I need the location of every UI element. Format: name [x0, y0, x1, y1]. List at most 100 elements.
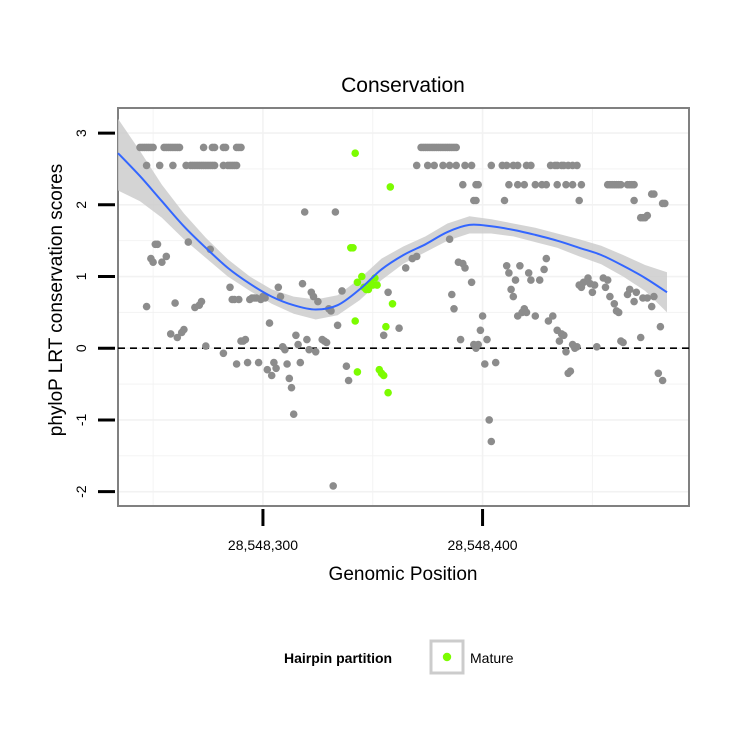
point-other — [197, 297, 206, 306]
point-other — [483, 335, 491, 344]
point-other — [283, 360, 291, 368]
point-other — [461, 264, 469, 272]
point-other — [502, 161, 511, 170]
point-other — [199, 143, 208, 152]
point-other — [461, 161, 469, 170]
point-other — [531, 180, 540, 189]
point-other — [219, 349, 228, 358]
y-tick-label: 3 — [73, 129, 89, 137]
point-mature — [388, 300, 397, 308]
point-mature — [358, 272, 366, 281]
point-other — [527, 276, 535, 284]
point-other — [661, 199, 669, 208]
point-other — [511, 276, 520, 284]
point-other — [485, 416, 494, 424]
point-other — [630, 196, 638, 205]
y-axis-ticks: -2 -1 0 1 2 3 — [73, 129, 115, 498]
point-other — [590, 281, 599, 289]
point-other — [254, 358, 263, 367]
point-other — [456, 335, 465, 344]
point-other — [184, 238, 193, 246]
point-other — [487, 437, 496, 446]
point-other — [169, 161, 177, 170]
point-other — [439, 161, 447, 170]
point-other — [210, 161, 219, 170]
point-other — [658, 376, 667, 385]
y-tick-label: 2 — [73, 201, 89, 209]
point-other — [314, 297, 322, 306]
legend-key-mature-point — [442, 652, 452, 662]
point-other — [619, 338, 627, 347]
point-other — [153, 240, 162, 249]
point-other — [309, 292, 318, 301]
point-mature — [379, 371, 388, 380]
point-other — [542, 180, 551, 189]
point-other — [445, 161, 454, 170]
point-other — [527, 161, 535, 170]
point-other — [474, 180, 483, 189]
point-other — [281, 345, 289, 354]
point-other — [650, 292, 658, 301]
point-other — [142, 161, 151, 170]
point-other — [289, 410, 298, 419]
point-other — [535, 276, 544, 284]
point-other — [173, 333, 182, 342]
y-tick-label: 0 — [73, 344, 89, 352]
point-other — [166, 330, 175, 338]
point-other — [513, 161, 522, 170]
legend: Hairpin partition Mature — [284, 639, 514, 675]
point-other — [149, 143, 157, 152]
point-other — [516, 262, 524, 270]
point-other — [287, 383, 296, 392]
point-other — [505, 269, 513, 277]
x-axis-label: Genomic Position — [329, 564, 478, 585]
point-mature — [384, 388, 392, 397]
point-other — [303, 335, 311, 344]
point-other — [267, 371, 276, 380]
legend-entry-mature: Mature — [470, 650, 514, 666]
point-other — [544, 317, 553, 325]
point-other — [274, 283, 283, 292]
point-other — [272, 364, 280, 373]
point-other — [412, 161, 421, 170]
point-other — [520, 180, 529, 189]
point-other — [500, 196, 509, 205]
point-other — [625, 285, 634, 294]
point-other — [575, 196, 583, 205]
smooth-line — [117, 152, 668, 311]
point-other — [305, 345, 313, 354]
point-other — [296, 358, 305, 367]
point-other — [226, 283, 234, 292]
point-other — [294, 340, 302, 349]
point-other — [654, 369, 663, 378]
point-other — [158, 258, 166, 267]
point-other — [459, 180, 467, 189]
point-other — [566, 367, 575, 376]
point-other — [647, 302, 656, 311]
point-other — [509, 292, 518, 301]
point-mature — [386, 183, 395, 191]
point-other — [549, 312, 557, 320]
point-mature — [351, 149, 360, 157]
point-other — [573, 343, 581, 351]
point-other — [542, 254, 551, 263]
point-mature — [373, 281, 381, 289]
point-mature — [353, 278, 362, 287]
point-other — [601, 283, 610, 292]
point-other — [474, 340, 483, 349]
point-other — [338, 287, 346, 295]
point-other — [285, 374, 294, 383]
point-other — [448, 290, 456, 299]
point-other — [329, 482, 338, 490]
point-other — [450, 305, 458, 313]
point-other — [202, 342, 210, 350]
point-other — [540, 265, 548, 274]
point-other — [395, 324, 403, 333]
point-other — [210, 143, 219, 152]
point-other — [175, 143, 184, 152]
point-other — [650, 190, 658, 198]
point-other — [311, 348, 320, 356]
point-other — [531, 312, 540, 320]
point-other — [401, 264, 410, 272]
point-other — [643, 211, 652, 220]
